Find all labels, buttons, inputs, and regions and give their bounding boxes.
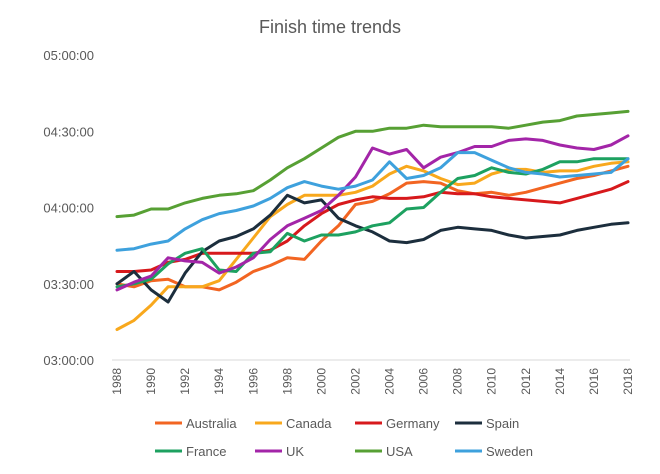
y-tick-label: 04:30:00	[43, 124, 94, 139]
series-line-spain	[115, 193, 630, 304]
y-tick-label: 04:00:00	[43, 201, 94, 216]
x-tick-label: 2014	[553, 368, 567, 395]
series-line-uk	[115, 134, 630, 292]
y-axis-ticks: 03:00:00 03:30:00 04:00:00 04:30:00 05:00:00	[43, 48, 94, 368]
y-tick-label: 03:30:00	[43, 277, 94, 292]
legend-label-australia: Australia	[186, 416, 237, 431]
x-tick-label: 1996	[246, 368, 260, 395]
x-tick-label: 1994	[212, 368, 226, 395]
x-tick-label: 1998	[280, 368, 294, 395]
x-tick-label: 2002	[348, 368, 362, 395]
y-tick-label: 05:00:00	[43, 48, 94, 63]
series-line-usa	[115, 109, 630, 219]
series-line-sweden	[115, 151, 630, 252]
legend-label-spain: Spain	[486, 416, 519, 431]
x-tick-label: 2004	[383, 368, 397, 395]
y-tick-label: 03:00:00	[43, 353, 94, 368]
x-tick-label: 2008	[451, 368, 465, 395]
x-tick-label: 2012	[519, 368, 533, 395]
x-tick-label: 1990	[144, 368, 158, 395]
legend-label-germany: Germany	[386, 416, 440, 431]
series-line-france	[115, 157, 630, 289]
legend-label-canada: Canada	[286, 416, 332, 431]
x-tick-label: 2016	[587, 368, 601, 395]
x-tick-label: 2018	[621, 368, 635, 395]
x-tick-label: 2000	[314, 368, 328, 395]
x-tick-label: 2006	[417, 368, 431, 395]
legend-label-usa: USA	[386, 444, 413, 459]
series-lines	[115, 109, 630, 331]
x-tick-label: 1992	[178, 368, 192, 395]
legend-label-sweden: Sweden	[486, 444, 533, 459]
legend: Australia Canada Germany Spain France UK USA Sw…	[155, 416, 533, 459]
series-line-canada	[115, 160, 630, 331]
x-tick-label: 2010	[485, 368, 499, 395]
x-axis-ticks: 1988 1990 1992 1994 1996 1998 2000 2002 2004 2006…	[110, 368, 635, 395]
legend-label-france: France	[186, 444, 226, 459]
legend-label-uk: UK	[286, 444, 304, 459]
x-tick-label: 1988	[110, 368, 124, 395]
chart-title: Finish time trends	[258, 17, 402, 37]
